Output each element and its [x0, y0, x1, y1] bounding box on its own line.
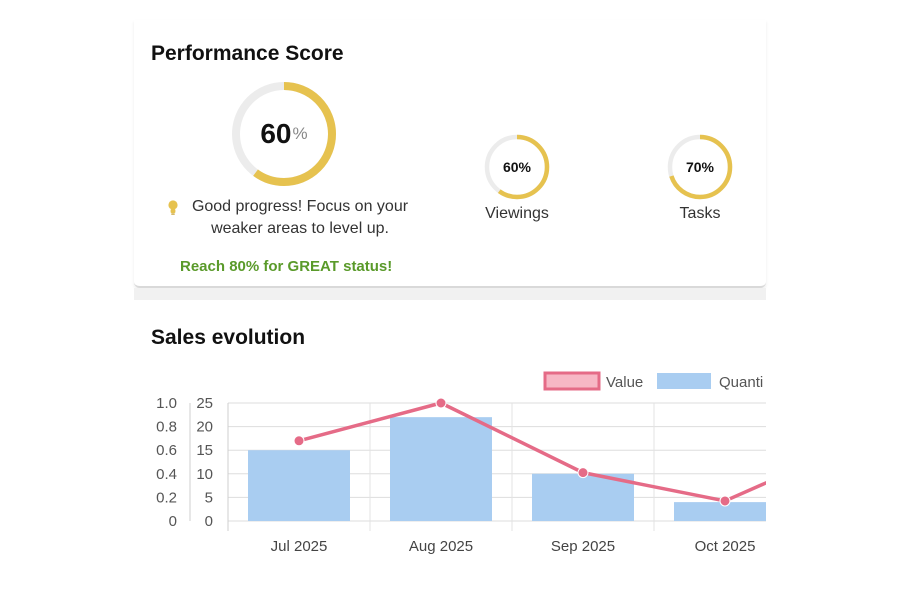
right-axis-tick: 25	[196, 395, 213, 412]
legend-swatch-quantity	[657, 373, 711, 389]
viewings-gauge: 60%	[483, 133, 551, 201]
bar-sep-2025	[532, 473, 634, 521]
section-divider	[134, 288, 766, 300]
right-axis-tick: 5	[205, 489, 213, 506]
legend-label-value: Value	[606, 374, 643, 391]
right-axis-tick: 15	[196, 442, 213, 459]
tasks-gauge: 70%	[666, 133, 734, 201]
sales-chart: 1.0 25 0.8 20 0.6 15 0.4 10 0.2 5 0 0 Jul 2025 Aug 20…	[156, 371, 766, 555]
left-axis-tick: 0.8	[156, 419, 177, 436]
main-score-value: 60	[260, 118, 292, 149]
legend-label-quantity: Quanti	[719, 374, 763, 391]
bar-oct-2025	[674, 502, 766, 521]
bar-jul-2025	[248, 450, 350, 521]
value-point	[719, 495, 731, 507]
bar-aug-2025	[390, 417, 492, 521]
performance-title: Performance Score	[151, 42, 344, 65]
main-score-gauge: 60%	[230, 80, 338, 188]
right-axis-tick: 20	[196, 419, 213, 436]
x-axis-label: Jul 2025	[271, 538, 328, 555]
viewings-label: Viewings	[485, 205, 549, 222]
tip-line-2: weaker areas to level up.	[211, 220, 389, 237]
x-axis-label: Oct 2025	[695, 538, 756, 555]
right-axis-tick: 0	[205, 513, 213, 530]
sales-title: Sales evolution	[151, 326, 306, 349]
lightbulb-icon	[168, 200, 178, 215]
performance-card: Performance Score 60% Good progress! Foc…	[134, 20, 766, 288]
tip-line-1: Good progress! Focus on your	[191, 198, 409, 215]
value-point	[293, 435, 305, 447]
viewings-value: 60%	[502, 159, 532, 175]
tasks-label: Tasks	[679, 205, 721, 222]
left-axis-tick: 0.4	[156, 466, 177, 483]
x-axis-label: Aug 2025	[409, 538, 473, 555]
progress-tip: Good progress! Focus on your weaker area…	[168, 196, 418, 240]
left-axis-tick: 0.2	[156, 489, 177, 506]
main-score-unit: %	[292, 124, 308, 143]
left-axis-tick: 0.6	[156, 442, 177, 459]
sales-card: Sales evolution 1.0 25 0.8 20 0.6 15 0.4 10 0.2 5…	[134, 300, 766, 580]
great-status-message: Reach 80% for GREAT status!	[180, 258, 393, 275]
value-point	[435, 397, 447, 409]
legend-swatch-value	[543, 371, 601, 391]
right-axis-tick: 10	[196, 466, 213, 483]
value-point	[577, 467, 589, 479]
x-axis-label: Sep 2025	[551, 538, 615, 555]
left-axis-tick: 0	[169, 513, 177, 530]
left-axis-tick: 1.0	[156, 395, 177, 412]
tasks-value: 70%	[685, 159, 715, 175]
